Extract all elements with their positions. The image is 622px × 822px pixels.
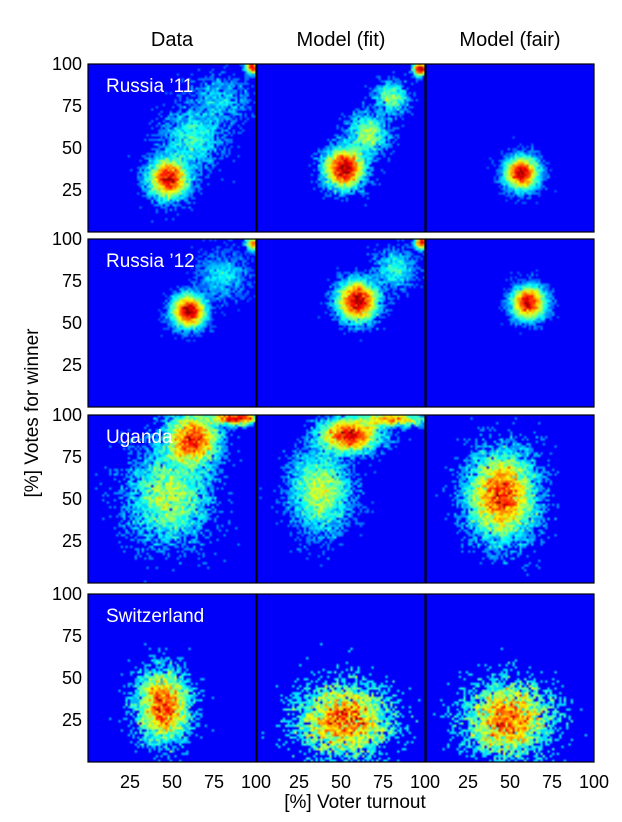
y-tick-label: 100: [52, 54, 82, 74]
panel-frame: [425, 63, 595, 233]
y-tick-label: 50: [62, 138, 82, 158]
heatmap-panel: [426, 415, 594, 583]
panel-grid: Russia ’11 Russia ’12 Uganda Switzerland: [87, 63, 595, 763]
x-tick-label: 50: [500, 772, 520, 792]
x-tick-label: 25: [458, 772, 478, 792]
column-titles: Data Model (fit) Model (fair): [151, 29, 561, 51]
panel-frame: [256, 238, 426, 408]
y-tick-label: 100: [52, 584, 82, 604]
y-tick-label: 25: [62, 710, 82, 730]
y-tick-label: 100: [52, 229, 82, 249]
x-tick-label: 100: [410, 772, 440, 792]
y-tick-label: 100: [52, 405, 82, 425]
panel-frame: [425, 238, 595, 408]
y-tick-label: 75: [62, 271, 82, 291]
x-tick-label: 100: [579, 772, 609, 792]
y-tick-label: 50: [62, 489, 82, 509]
heatmap-panel: [88, 415, 256, 583]
x-tick-label: 75: [373, 772, 393, 792]
panel-frame: [87, 593, 257, 763]
y-tick-label: 50: [62, 668, 82, 688]
x-tick-label: 75: [204, 772, 224, 792]
y-tick-label: 25: [62, 180, 82, 200]
y-tick-label: 75: [62, 626, 82, 646]
heatmap-panel: [426, 64, 594, 232]
heatmap-panel: [257, 64, 425, 232]
column-title: Model (fit): [297, 29, 386, 51]
panel-frame: [425, 414, 595, 584]
row-label: Uganda: [106, 427, 173, 448]
panel-frame: [256, 593, 426, 763]
heatmap-panel: [426, 594, 594, 762]
x-tick-labels: 25 50 75 100 25 50 75 100 25 50 75 100: [120, 772, 609, 792]
panel-frame: [256, 414, 426, 584]
y-tick-label: 75: [62, 96, 82, 116]
y-tick-label: 50: [62, 313, 82, 333]
y-axis-title: [%] Votes for winner: [22, 328, 43, 498]
y-tick-label: 25: [62, 531, 82, 551]
x-tick-label: 50: [162, 772, 182, 792]
y-tick-label: 75: [62, 447, 82, 467]
y-tick-label: 25: [62, 355, 82, 375]
row-label: Switzerland: [106, 606, 204, 627]
panel-frame: [87, 414, 257, 584]
panel-frame: [425, 593, 595, 763]
heatmap-panel: [257, 239, 425, 407]
heatmap-panel: [257, 415, 425, 583]
row-label: Russia ’11: [106, 76, 193, 97]
y-tick-labels: 25 50 75 100 25 50 75 100 25 50 75 100 25 50 75 100: [52, 54, 82, 730]
heatmap-panel: [257, 594, 425, 762]
column-title: Model (fair): [459, 29, 560, 51]
column-title: Data: [151, 29, 194, 51]
x-axis-title: [%] Voter turnout: [284, 792, 426, 813]
row-label: Russia ’12: [106, 251, 195, 272]
heatmap-panel: [88, 594, 256, 762]
x-tick-label: 50: [331, 772, 351, 792]
heatmap-panel: [88, 239, 256, 407]
panel-frame: [87, 238, 257, 408]
panel-frame: [256, 63, 426, 233]
x-tick-label: 100: [241, 772, 271, 792]
heatmap-panel: [426, 239, 594, 407]
x-tick-label: 25: [289, 772, 309, 792]
x-tick-label: 25: [120, 772, 140, 792]
heatmap-panel: [88, 64, 256, 232]
x-tick-label: 75: [542, 772, 562, 792]
panel-frame: [87, 63, 257, 233]
